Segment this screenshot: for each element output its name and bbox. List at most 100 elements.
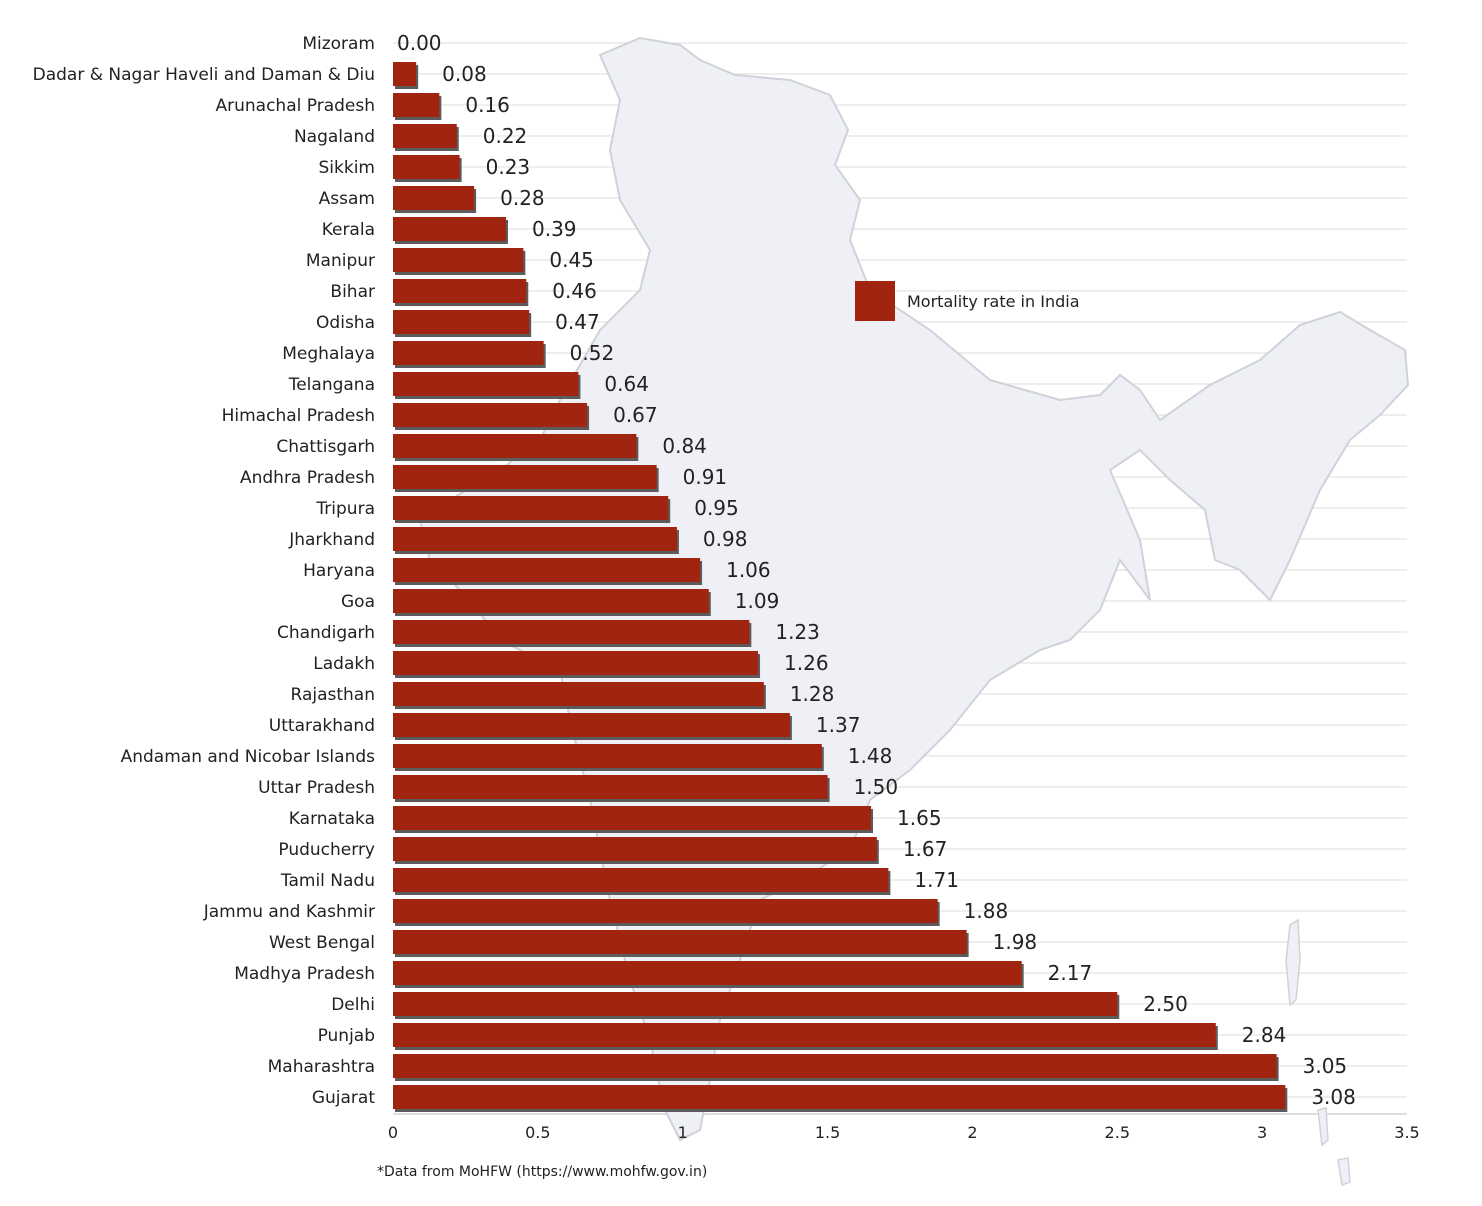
category-label: Sikkim	[319, 158, 376, 178]
bars	[393, 62, 1288, 1112]
india-map-outline	[418, 36, 1410, 1187]
bar	[393, 837, 877, 861]
bar	[393, 806, 872, 830]
category-label: Andhra Pradesh	[240, 468, 375, 488]
category-label: Jharkhand	[288, 530, 375, 550]
bar	[393, 899, 938, 923]
andaman-islands-shape	[1285, 918, 1301, 1007]
x-tick-label: 1	[678, 1123, 688, 1142]
bar	[393, 682, 764, 706]
x-tick-label: 3.5	[1394, 1123, 1419, 1142]
legend-swatch	[855, 281, 895, 321]
source-note: *Data from MoHFW (https://www.mohfw.gov.…	[377, 1164, 707, 1180]
bar	[393, 775, 828, 799]
value-label: 1.23	[775, 620, 820, 644]
category-label: Assam	[319, 189, 375, 209]
nicobar-islands-shape	[1317, 1107, 1351, 1187]
value-label: 1.37	[816, 713, 861, 737]
value-label: 0.22	[483, 124, 528, 148]
x-tick-label: 2.5	[1105, 1123, 1130, 1142]
value-label: 1.98	[993, 930, 1038, 954]
category-label: Haryana	[303, 561, 375, 581]
bar	[393, 155, 460, 179]
bar	[393, 465, 657, 489]
value-label: 1.06	[726, 558, 771, 582]
category-label: Meghalaya	[282, 344, 375, 364]
category-label: Manipur	[306, 251, 375, 271]
category-label: Arunachal Pradesh	[216, 96, 376, 116]
x-tick-label: 1.5	[815, 1123, 840, 1142]
india-map-shape	[418, 36, 1410, 1142]
value-labels: 0.000.08 0.16 0.22 0.23 0.28 0.39 0.45 0.46 0.47…	[397, 31, 1356, 1109]
category-label: Nagaland	[294, 127, 375, 147]
category-label: Chandigarh	[277, 623, 375, 643]
category-label: Karnataka	[289, 809, 375, 829]
legend: Mortality rate in India	[855, 281, 1080, 321]
category-label: Telangana	[288, 375, 375, 395]
value-label: 0.91	[683, 465, 728, 489]
value-label: 0.84	[662, 434, 707, 458]
value-label: 0.00	[397, 31, 442, 55]
category-label: Tripura	[315, 499, 375, 519]
value-label: 0.23	[486, 155, 531, 179]
x-axis-ticks: 0 0.5 1 1.5 2 2.5 3 3.5	[388, 1123, 1420, 1142]
category-label: Himachal Pradesh	[222, 406, 375, 426]
bar	[393, 341, 544, 365]
value-label: 0.47	[555, 310, 600, 334]
value-label: 2.50	[1143, 992, 1188, 1016]
category-label: Mizoram	[302, 34, 375, 54]
value-label: 1.28	[790, 682, 835, 706]
value-label: 0.52	[570, 341, 615, 365]
category-label: Rajasthan	[291, 685, 376, 705]
value-label: 2.84	[1242, 1023, 1287, 1047]
value-label: 0.64	[604, 372, 649, 396]
category-label: Tamil Nadu	[280, 871, 375, 891]
category-label: Goa	[341, 592, 375, 612]
bar	[393, 310, 530, 334]
bar	[393, 496, 669, 520]
bar	[393, 403, 588, 427]
bar	[393, 868, 889, 892]
category-label: Odisha	[316, 313, 375, 333]
bar	[393, 1054, 1277, 1078]
value-label: 1.67	[903, 837, 948, 861]
bar	[393, 372, 579, 396]
category-label: Bihar	[330, 282, 375, 302]
value-label: 1.26	[784, 651, 829, 675]
category-label: Kerala	[322, 220, 375, 240]
bar	[393, 992, 1118, 1016]
bar	[393, 961, 1022, 985]
bar	[393, 93, 440, 117]
bar	[393, 434, 637, 458]
bar	[393, 589, 709, 613]
value-label: 1.09	[735, 589, 780, 613]
category-label: Chattisgarh	[276, 437, 375, 457]
value-label: 1.50	[854, 775, 899, 799]
category-label: Punjab	[318, 1026, 375, 1046]
bar	[393, 124, 457, 148]
value-label: 3.08	[1311, 1085, 1356, 1109]
x-tick-label: 0	[388, 1123, 398, 1142]
bar	[393, 279, 527, 303]
value-label: 0.08	[442, 62, 487, 86]
category-label: Gujarat	[312, 1088, 375, 1108]
x-tick-label: 0.5	[525, 1123, 550, 1142]
value-label: 0.39	[532, 217, 577, 241]
x-tick-label: 3	[1257, 1123, 1267, 1142]
bar	[393, 558, 701, 582]
value-label: 0.95	[694, 496, 739, 520]
bar	[393, 713, 790, 737]
bar	[393, 1023, 1216, 1047]
category-label: Dadar & Nagar Haveli and Daman & Diu	[33, 65, 375, 85]
value-label: 2.17	[1048, 961, 1093, 985]
value-label: 0.67	[613, 403, 658, 427]
value-label: 3.05	[1303, 1054, 1348, 1078]
value-label: 1.71	[914, 868, 959, 892]
category-labels: Mizoram Dadar & Nagar Haveli and Daman & …	[33, 34, 376, 1108]
category-label: Maharashtra	[268, 1057, 375, 1077]
legend-label: Mortality rate in India	[907, 292, 1080, 311]
category-label: Andaman and Nicobar Islands	[121, 747, 376, 767]
category-label: Ladakh	[313, 654, 375, 674]
value-label: 0.28	[500, 186, 545, 210]
